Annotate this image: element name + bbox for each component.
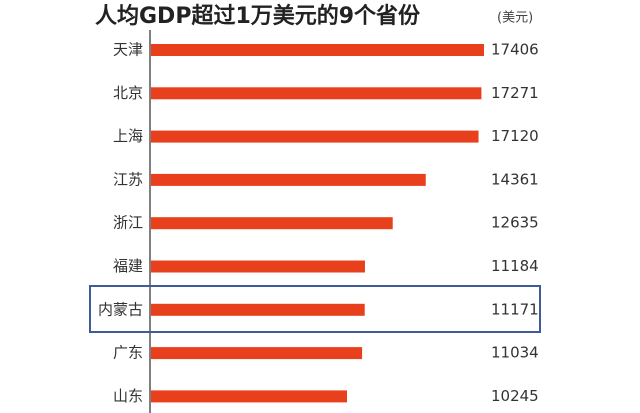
bar [151, 260, 365, 273]
value-label: 10245 [491, 387, 539, 405]
value-label: 11171 [491, 300, 539, 318]
value-label: 17120 [491, 127, 539, 145]
value-label: 14361 [491, 170, 539, 188]
bar [151, 87, 482, 100]
highlight-box [89, 285, 541, 333]
category-label: 江苏 [113, 170, 143, 188]
value-label: 12635 [491, 214, 539, 232]
bar [151, 173, 426, 186]
category-label: 山东 [113, 387, 143, 405]
category-label: 内蒙古 [98, 300, 143, 318]
bar [151, 217, 393, 230]
value-label: 11034 [491, 344, 539, 362]
bar [151, 347, 363, 360]
value-label: 17406 [491, 41, 539, 59]
category-label: 北京 [113, 84, 143, 102]
value-label: 17271 [491, 84, 539, 102]
unit-label: (美元) [497, 11, 533, 26]
bar [151, 44, 484, 56]
category-label: 广东 [113, 344, 143, 362]
bar [151, 390, 348, 403]
category-label: 浙江 [113, 214, 143, 232]
value-label: 11184 [491, 257, 539, 275]
chart-title: 人均GDP超过1万美元的9个省份 [95, 3, 421, 29]
category-label: 福建 [113, 257, 143, 275]
category-label: 天津 [113, 41, 143, 59]
bar [151, 303, 365, 316]
bar [151, 130, 479, 143]
category-label: 上海 [113, 127, 143, 145]
